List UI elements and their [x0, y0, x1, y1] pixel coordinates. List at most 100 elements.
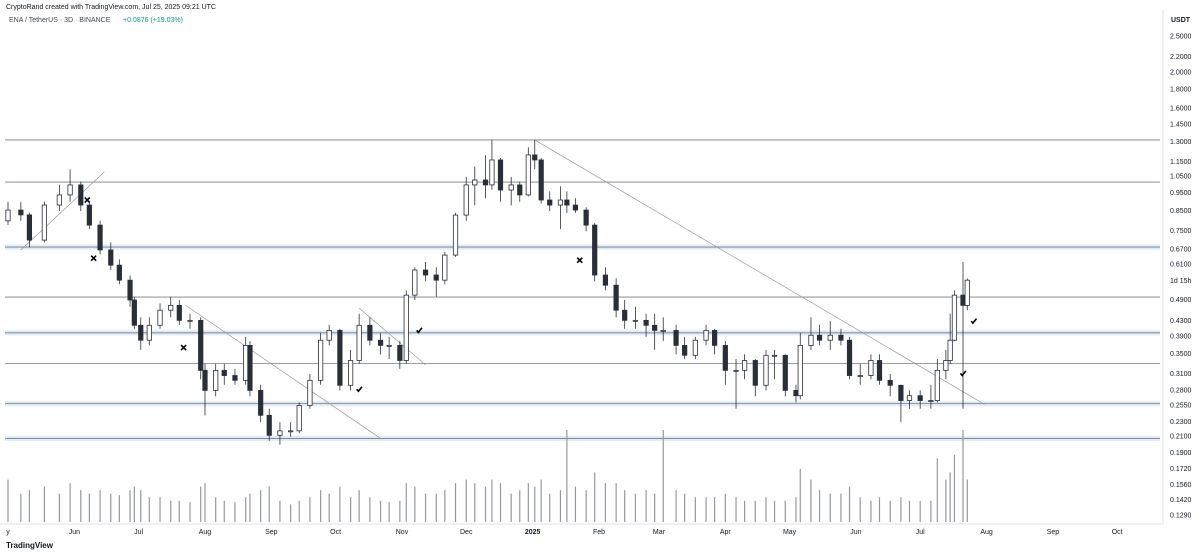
change: +0.0876 (+19.03%): [123, 17, 183, 24]
y-tick-label: 0.3500: [1170, 351, 1192, 358]
x-tick-label: Jul: [134, 529, 143, 536]
candle-body: [782, 354, 788, 391]
candle-body: [943, 360, 949, 371]
footer-logo: TradingView: [6, 541, 54, 550]
candle-body: [793, 390, 799, 397]
candle-body: [337, 329, 343, 386]
candle-body: [221, 369, 227, 376]
candle-body: [733, 369, 739, 372]
x-tick-label: Jul: [916, 529, 925, 536]
candle-body: [752, 360, 758, 386]
candle-body: [356, 324, 362, 361]
candle-body: [412, 269, 418, 296]
candle-body: [213, 369, 219, 391]
candle-body: [846, 339, 853, 376]
x-tick-label: Oct: [330, 529, 341, 536]
candle-body: [307, 379, 313, 406]
candle-body: [138, 324, 144, 341]
y-tick-label: 0.2300: [1170, 419, 1192, 426]
candle-body: [517, 184, 523, 196]
candle-body: [887, 379, 893, 386]
y-tick-label: 1.8000: [1170, 87, 1192, 94]
candle-body: [964, 279, 970, 306]
marker-x: [84, 196, 91, 204]
y-tick-label: 2.2000: [1170, 54, 1192, 61]
x-tick-label: 2025: [525, 529, 541, 536]
y-tick-label: 0.6100: [1170, 261, 1192, 268]
candle-body: [652, 324, 658, 331]
candle-body: [452, 214, 459, 256]
candle-body: [497, 159, 504, 191]
y-tick-label: 0.2800: [1170, 387, 1192, 394]
x-tick-label: Aug: [199, 529, 212, 536]
x-tick-label: Mar: [653, 529, 666, 536]
trendline: [20, 171, 105, 251]
candle-body: [602, 274, 609, 286]
x-tick-label: y: [6, 529, 10, 536]
y-tick-label: 0.1420: [1170, 497, 1192, 504]
candle-body: [771, 354, 778, 357]
x-tick-label: Aug: [980, 529, 993, 536]
candle-body: [67, 184, 73, 196]
marker-x: [180, 344, 187, 351]
y-tick-label: 0.4900: [1170, 297, 1192, 304]
currency: USDT: [1171, 17, 1191, 24]
y-tick-label: 1.1500: [1170, 159, 1192, 166]
x-tick-label: Jun: [69, 529, 80, 536]
candle-body: [673, 329, 679, 346]
candle-body: [538, 159, 544, 201]
marker-check: [970, 318, 978, 325]
candle-body: [951, 294, 958, 341]
candle-body: [703, 329, 709, 341]
candle-body: [348, 360, 354, 386]
candle-body: [176, 304, 182, 321]
marker-check: [416, 327, 423, 334]
trendline: [185, 305, 381, 439]
candle-body: [857, 375, 863, 377]
candle-body: [592, 224, 598, 276]
x-tick-label: Feb: [593, 529, 605, 536]
candle-body: [508, 184, 514, 191]
marker-x: [90, 255, 97, 262]
candle-body: [247, 344, 253, 391]
x-tick-label: Sep: [265, 529, 278, 536]
candle-body: [318, 339, 324, 381]
candle-body: [960, 294, 966, 306]
y-tick-label: 0.8500: [1170, 208, 1192, 215]
candle-body: [403, 294, 409, 361]
plot: [5, 139, 1160, 522]
candle-body: [78, 184, 84, 206]
candle-body: [397, 344, 403, 361]
candle-body: [157, 309, 163, 326]
candle-body: [422, 269, 429, 276]
y-tick-label: 0.3900: [1170, 334, 1192, 341]
candle-body: [547, 199, 553, 206]
candle-body: [326, 329, 332, 341]
trendline: [534, 139, 985, 405]
candle-body: [947, 339, 953, 361]
countdown-label: 1d 15h: [1170, 278, 1192, 285]
candle-body: [463, 184, 469, 216]
candle-body: [127, 279, 133, 301]
candle-body: [934, 369, 940, 401]
y-tick-label: 0.3100: [1170, 371, 1192, 378]
candle-body: [643, 319, 649, 326]
candle-body: [876, 360, 883, 381]
x-tick-label: Apr: [720, 529, 732, 536]
candle-body: [56, 194, 62, 206]
candle-body: [797, 344, 803, 397]
candle-body: [722, 344, 728, 371]
y-tick-label: 2.0000: [1170, 70, 1192, 77]
candle-body: [296, 405, 302, 432]
x-tick-label: Sep: [1047, 529, 1060, 536]
candle-body: [131, 299, 137, 326]
candle-body: [712, 329, 718, 346]
candle-body: [692, 339, 698, 356]
y-tick-label: 2.5000: [1170, 34, 1192, 41]
marker-check: [959, 370, 967, 377]
candle-body: [258, 390, 264, 416]
y-tick-label: 1.6000: [1170, 106, 1192, 113]
candle-body: [116, 264, 122, 281]
y-tick-label: 0.7500: [1170, 228, 1192, 235]
